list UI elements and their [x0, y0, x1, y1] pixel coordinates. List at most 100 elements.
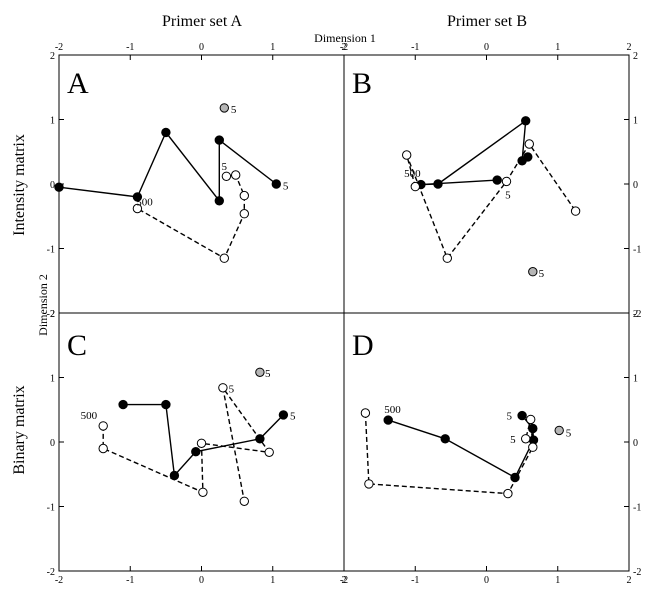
- data-point-open: [526, 414, 536, 425]
- row-title-binary: Binary matrix: [11, 385, 28, 474]
- data-point-filled: [214, 135, 225, 145]
- x-tick-label-bottom: 0: [199, 575, 204, 586]
- point-annotation: 5: [507, 411, 513, 423]
- data-point-gray: [528, 267, 538, 277]
- data-point-open: [528, 442, 538, 452]
- y-tick-label-left: -2: [47, 309, 55, 320]
- x-tick-label-top: 0: [199, 42, 204, 53]
- series-line-open: [364, 412, 534, 495]
- x-tick-label-bottom: -1: [126, 575, 134, 586]
- x-tick-label-top: -1: [126, 42, 134, 53]
- x-tick-label-bottom: 1: [270, 575, 275, 586]
- row-title-intensity: Intensity matrix: [11, 134, 28, 236]
- point-annotation: 5: [290, 411, 296, 423]
- data-point-open: [501, 176, 512, 187]
- panel-letter: D: [352, 329, 374, 362]
- y-tick-label-right: -2: [633, 309, 641, 320]
- data-point-filled: [510, 472, 520, 483]
- series-line-filled: [123, 403, 284, 478]
- data-point-open: [264, 447, 274, 457]
- x-tick-label-top: -2: [340, 42, 348, 53]
- y-tick-label-right: 1: [633, 116, 638, 127]
- data-point-open: [410, 181, 420, 192]
- data-point-open: [524, 139, 534, 149]
- x-tick-label-top: 2: [627, 42, 632, 53]
- x-tick-label-top: 2: [342, 42, 347, 53]
- dimension2-label: Dimension 2: [36, 274, 50, 336]
- data-point-open: [239, 209, 250, 219]
- y-tick-label-right: 2: [633, 309, 638, 320]
- x-tick-label-bottom: 0: [484, 575, 489, 586]
- y-tick-label-left: 0: [50, 180, 55, 191]
- data-point-open: [239, 496, 250, 506]
- x-tick-label-top: 1: [555, 42, 560, 53]
- panel-d: D 500 5 5 5: [352, 329, 572, 499]
- y-tick-label-left: 2: [50, 309, 55, 320]
- point-annotation: 5: [222, 161, 228, 173]
- data-point-open: [402, 150, 412, 160]
- panel-a: A 500 5 5 5: [54, 67, 289, 263]
- y-tick-label-right: 1: [633, 374, 638, 385]
- point-annotation: 500: [384, 404, 401, 416]
- point-annotation: 500: [81, 410, 98, 422]
- data-point-open: [360, 408, 371, 418]
- data-point-filled: [517, 410, 527, 421]
- data-point-gray: [219, 103, 230, 113]
- dimension1-label: Dimension 1: [314, 31, 376, 45]
- series-line-filled: [420, 119, 529, 186]
- data-point-open: [442, 253, 452, 263]
- x-tick-label-bottom: -2: [340, 575, 348, 586]
- data-point-filled: [214, 196, 225, 206]
- point-annotation: 5: [265, 368, 271, 380]
- y-tick-label-left: 0: [50, 438, 55, 449]
- x-tick-label-bottom: -2: [55, 575, 63, 586]
- y-tick-label-right: -1: [633, 503, 641, 514]
- data-point-filled: [54, 182, 64, 192]
- data-point-open: [570, 206, 581, 216]
- data-point-filled: [383, 415, 393, 425]
- data-point-open: [198, 487, 208, 497]
- data-point-filled: [492, 175, 502, 185]
- data-point-filled: [118, 399, 128, 410]
- data-point-filled: [271, 179, 281, 189]
- data-point-open: [219, 253, 230, 263]
- y-tick-label-right: 0: [633, 180, 638, 191]
- panel-letter: C: [67, 329, 87, 362]
- point-annotation: 5: [229, 383, 235, 395]
- data-point-gray: [554, 425, 564, 436]
- series-line-open: [137, 174, 246, 260]
- data-point-filled: [161, 127, 171, 138]
- point-annotation: 5: [231, 104, 237, 116]
- data-point-open: [196, 438, 207, 448]
- x-tick-label-top: 1: [270, 42, 275, 53]
- data-point-filled: [169, 470, 180, 481]
- data-point-open: [503, 488, 513, 499]
- x-tick-label-top: -1: [411, 42, 419, 53]
- data-point-filled: [278, 410, 289, 420]
- column-title-b: Primer set B: [447, 13, 527, 30]
- data-point-filled: [521, 116, 531, 126]
- x-tick-label-bottom: 2: [627, 575, 632, 586]
- x-tick-label-bottom: 2: [342, 575, 347, 586]
- data-point-open: [132, 203, 143, 214]
- point-annotation: 5: [505, 189, 511, 201]
- x-tick-label-bottom: -1: [411, 575, 419, 586]
- point-annotation: 5: [510, 434, 516, 446]
- data-point-open: [521, 434, 531, 444]
- point-annotation: 5: [566, 427, 572, 439]
- y-tick-label-left: -1: [47, 245, 55, 256]
- series-line-filled: [387, 415, 535, 479]
- plot-layer: A 500 5 5 5 B 500 5 5 C 500 5 5 5 D 500 5 5 5: [54, 67, 581, 506]
- data-point-filled: [440, 434, 450, 444]
- y-tick-label-left: -2: [47, 567, 55, 578]
- x-tick-label-top: 0: [484, 42, 489, 53]
- data-point-filled: [255, 434, 265, 444]
- y-tick-label-left: -1: [47, 503, 55, 514]
- y-tick-label-left: 1: [50, 116, 55, 127]
- data-point-open: [364, 479, 374, 489]
- panel-letter: A: [67, 67, 89, 100]
- data-point-filled: [517, 156, 527, 166]
- data-point-filled: [433, 179, 443, 189]
